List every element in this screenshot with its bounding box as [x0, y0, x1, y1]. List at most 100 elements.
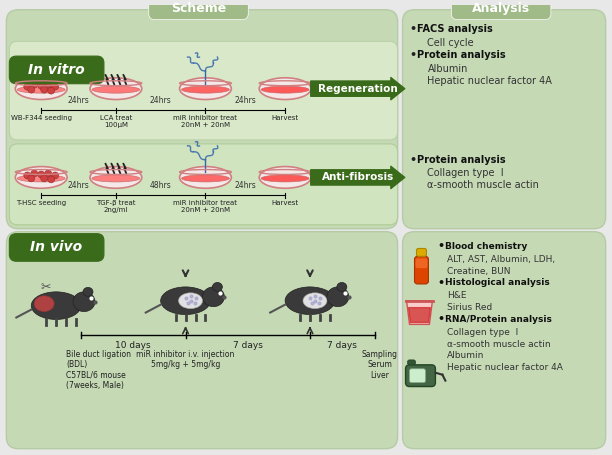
FancyBboxPatch shape [149, 0, 248, 20]
Text: α-smooth muscle actin: α-smooth muscle actin [427, 180, 539, 190]
Ellipse shape [31, 292, 81, 319]
Text: 24hrs: 24hrs [150, 96, 171, 106]
Text: miR inhibitor treat
20nM + 20nM: miR inhibitor treat 20nM + 20nM [173, 115, 237, 128]
Text: Sirius Red: Sirius Red [447, 303, 493, 312]
Text: 10 days: 10 days [116, 341, 151, 350]
Ellipse shape [17, 175, 65, 182]
Text: Analysis: Analysis [472, 2, 530, 15]
Text: T-HSC seeding: T-HSC seeding [16, 200, 66, 206]
Ellipse shape [259, 167, 311, 188]
FancyBboxPatch shape [417, 248, 427, 256]
FancyArrowPatch shape [311, 77, 405, 100]
Text: TGF-β treat
2ng/ml: TGF-β treat 2ng/ml [96, 200, 136, 213]
Circle shape [31, 81, 38, 88]
Ellipse shape [90, 167, 142, 188]
Ellipse shape [182, 86, 230, 93]
Text: Histological analysis: Histological analysis [446, 278, 550, 288]
Circle shape [48, 87, 54, 94]
Text: •: • [438, 242, 444, 252]
Text: Sampling
Serum
Liver: Sampling Serum Liver [362, 350, 398, 380]
Text: RNA/Protein analysis: RNA/Protein analysis [446, 315, 552, 324]
Circle shape [41, 86, 48, 93]
Ellipse shape [92, 175, 140, 182]
Ellipse shape [83, 288, 93, 296]
Circle shape [31, 170, 38, 177]
FancyBboxPatch shape [408, 360, 416, 365]
Text: Protein analysis: Protein analysis [417, 155, 506, 165]
Text: Protein analysis: Protein analysis [417, 50, 506, 60]
Text: Harvest: Harvest [272, 200, 299, 206]
Text: Anti-fibrosis: Anti-fibrosis [322, 172, 394, 182]
Circle shape [28, 86, 35, 93]
Text: 48hrs: 48hrs [150, 181, 171, 190]
Circle shape [41, 175, 48, 182]
Ellipse shape [17, 86, 65, 93]
Ellipse shape [179, 167, 231, 188]
Text: 24hrs: 24hrs [68, 181, 89, 190]
Circle shape [28, 175, 35, 182]
Text: Cell cycle: Cell cycle [427, 38, 474, 48]
Text: Creatine, BUN: Creatine, BUN [447, 267, 511, 276]
Ellipse shape [303, 293, 327, 308]
Text: Albumin: Albumin [447, 351, 485, 360]
Text: Hepatic nuclear factor 4A: Hepatic nuclear factor 4A [447, 363, 563, 372]
Ellipse shape [179, 293, 203, 308]
Ellipse shape [73, 292, 95, 312]
FancyBboxPatch shape [6, 10, 398, 229]
Polygon shape [406, 301, 433, 324]
FancyBboxPatch shape [414, 256, 428, 284]
Ellipse shape [261, 86, 309, 93]
Text: Collagen type  I: Collagen type I [427, 168, 504, 178]
Circle shape [48, 176, 54, 183]
Text: Scheme: Scheme [171, 2, 226, 15]
Text: Bile duct ligation
(BDL)
C57BL/6 mouse
(7weeks, Male): Bile duct ligation (BDL) C57BL/6 mouse (… [66, 350, 131, 390]
FancyBboxPatch shape [9, 56, 104, 84]
Text: H&E: H&E [447, 291, 467, 300]
FancyBboxPatch shape [9, 234, 104, 261]
Ellipse shape [90, 78, 142, 100]
Ellipse shape [161, 287, 211, 314]
Text: 24hrs: 24hrs [234, 181, 256, 190]
Text: •: • [409, 50, 417, 60]
FancyBboxPatch shape [451, 0, 551, 20]
Text: 24hrs: 24hrs [234, 96, 256, 106]
Text: In vivo: In vivo [30, 240, 82, 254]
Circle shape [45, 170, 51, 177]
Polygon shape [409, 308, 430, 323]
Text: Hepatic nuclear factor 4A: Hepatic nuclear factor 4A [427, 76, 552, 86]
Circle shape [45, 81, 51, 88]
Text: α-smooth muscle actin: α-smooth muscle actin [447, 339, 551, 349]
Ellipse shape [327, 287, 349, 307]
FancyBboxPatch shape [9, 41, 398, 140]
Ellipse shape [182, 175, 230, 182]
Circle shape [51, 83, 59, 90]
FancyBboxPatch shape [403, 232, 606, 449]
FancyArrowPatch shape [311, 167, 405, 188]
Text: Regeneration: Regeneration [318, 84, 398, 94]
Text: FACS analysis: FACS analysis [417, 25, 493, 35]
Circle shape [24, 83, 31, 90]
FancyBboxPatch shape [403, 10, 606, 229]
Circle shape [24, 172, 31, 179]
Ellipse shape [179, 78, 231, 100]
Text: miR inhibitor i.v. injection
5mg/kg + 5mg/kg: miR inhibitor i.v. injection 5mg/kg + 5m… [136, 350, 235, 369]
Text: WB-F344 seeding: WB-F344 seeding [10, 115, 72, 121]
Text: miR inhibitor treat
20nM + 20nM: miR inhibitor treat 20nM + 20nM [173, 200, 237, 213]
Ellipse shape [259, 78, 311, 100]
Circle shape [38, 171, 45, 178]
Ellipse shape [285, 287, 335, 314]
Ellipse shape [337, 283, 347, 291]
Ellipse shape [203, 287, 225, 307]
Text: Albumin: Albumin [427, 64, 468, 74]
Text: Harvest: Harvest [272, 115, 299, 121]
FancyBboxPatch shape [409, 369, 425, 383]
Text: LCA treat
100μM: LCA treat 100μM [100, 115, 132, 128]
Text: 7 days: 7 days [327, 341, 357, 350]
Text: •: • [438, 314, 444, 324]
Circle shape [51, 172, 59, 179]
Ellipse shape [34, 296, 54, 312]
FancyBboxPatch shape [406, 365, 435, 387]
Ellipse shape [92, 86, 140, 93]
FancyBboxPatch shape [9, 144, 398, 225]
Ellipse shape [261, 175, 309, 182]
